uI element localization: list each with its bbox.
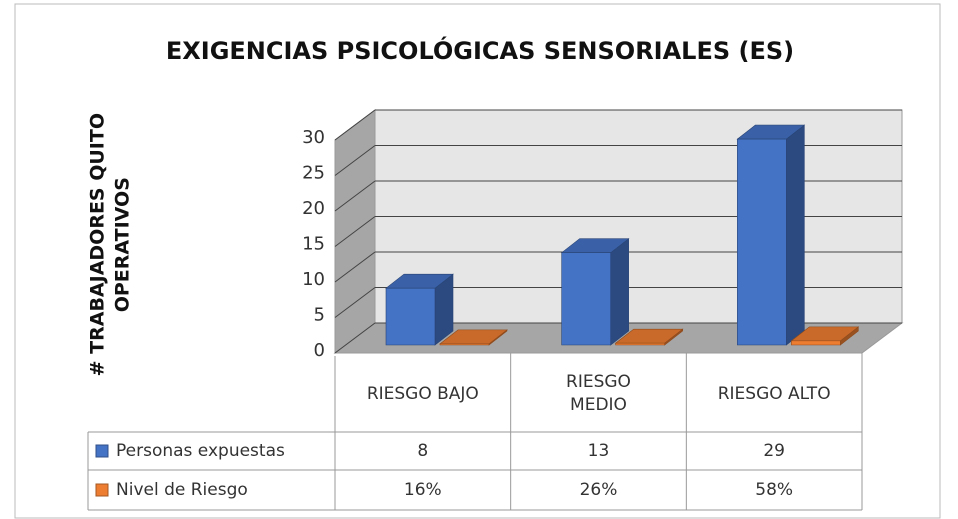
y-tick-label: 30 xyxy=(302,127,325,148)
y-tick-label: 15 xyxy=(302,234,325,255)
side-grid-line xyxy=(334,145,376,176)
table-value: 26% xyxy=(579,479,618,500)
legend-label: Personas expuestas xyxy=(116,440,285,461)
table-value: 8 xyxy=(417,440,429,461)
category-label: RIESGO MEDIO xyxy=(566,372,631,415)
side-grid-line xyxy=(334,287,376,318)
bar-face xyxy=(791,340,841,346)
legend-key xyxy=(95,444,109,458)
y-tick-label: 10 xyxy=(302,269,325,290)
bar-face xyxy=(385,287,436,346)
side-grid-line xyxy=(334,109,376,141)
side-grid-line xyxy=(334,251,376,283)
side-grid-line xyxy=(334,322,376,354)
side-grid-line xyxy=(334,180,376,212)
chart-title: EXIGENCIAS PSICOLÓGICAS SENSORIALES (ES) xyxy=(166,35,794,65)
bar-face xyxy=(561,252,611,346)
bar-face xyxy=(615,342,665,346)
bar-face xyxy=(737,138,787,346)
table-value: 58% xyxy=(755,479,794,500)
y-tick-label: 25 xyxy=(302,163,325,184)
category-label: RIESGO BAJO xyxy=(366,383,479,404)
y-axis-label: # TRABAJADORES QUITO OPERATIVOS xyxy=(86,113,133,377)
bar-face xyxy=(786,124,805,346)
bar xyxy=(439,329,508,346)
y-tick-label: 5 xyxy=(314,305,325,326)
y-tick-label: 20 xyxy=(302,198,325,219)
legend-label: Nivel de Riesgo xyxy=(116,479,248,500)
bar xyxy=(385,273,454,346)
table-value: 16% xyxy=(403,479,442,500)
category-label: RIESGO ALTO xyxy=(717,383,831,404)
bar-face xyxy=(439,343,490,346)
bar xyxy=(560,238,630,346)
table-value: 13 xyxy=(587,440,610,461)
bar xyxy=(790,326,860,346)
y-tick-label: 0 xyxy=(314,340,325,361)
table-value: 29 xyxy=(763,440,785,461)
side-grid-line xyxy=(334,216,376,247)
bar xyxy=(614,328,684,346)
bar xyxy=(736,124,806,346)
bar-face xyxy=(610,238,629,346)
legend-key xyxy=(95,483,109,497)
